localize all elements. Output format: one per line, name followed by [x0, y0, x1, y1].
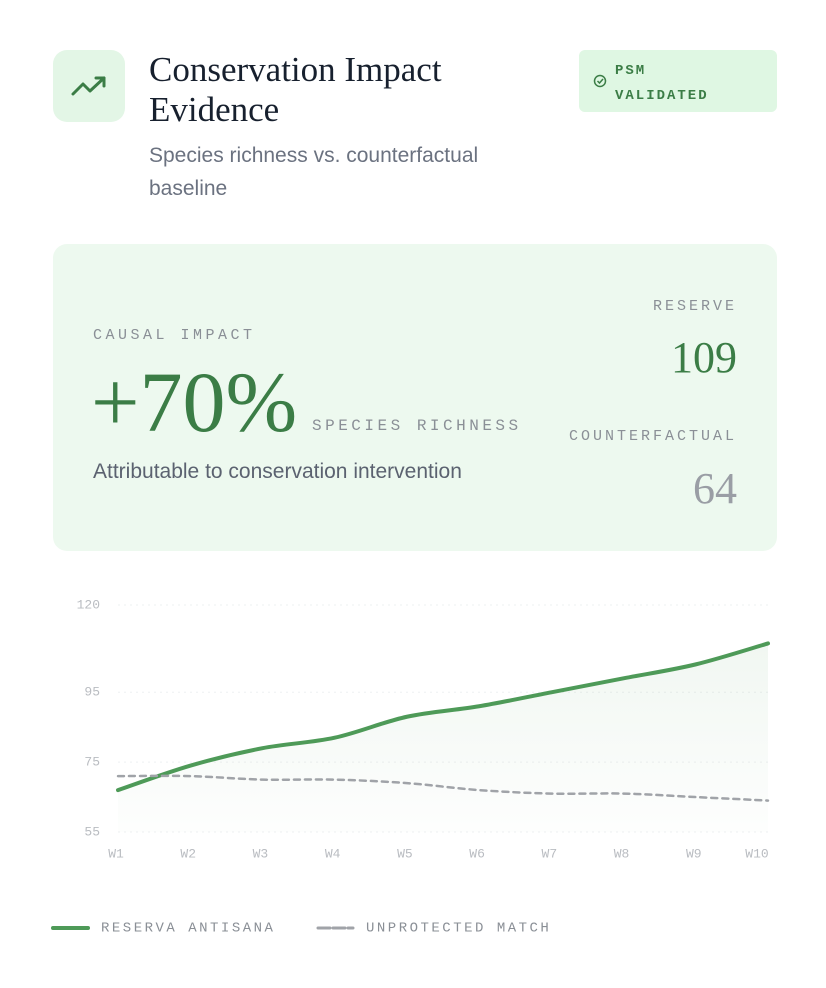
x-tick-label: W3: [253, 846, 269, 861]
x-tick-label: W8: [614, 846, 630, 861]
x-tick-label: W5: [397, 846, 413, 861]
badge: PSM VALIDATED: [579, 50, 777, 112]
x-tick-label: W4: [325, 846, 341, 861]
title: Conservation Impact Evidence: [149, 50, 442, 129]
counterfactual-label: COUNTERFACTUAL: [568, 428, 737, 445]
reserve-value: 109: [671, 333, 737, 382]
reserve-label: RESERVE: [652, 298, 737, 315]
y-tick-label: 55: [84, 824, 100, 839]
x-tick-label: W1: [108, 846, 124, 861]
y-tick-label: 95: [84, 685, 100, 700]
impact-note: Attributable to conservation interventio…: [93, 460, 462, 483]
series-line: [116, 774, 770, 802]
x-tick-label: W10: [745, 846, 768, 861]
check-icon: [593, 74, 607, 88]
area: [118, 643, 768, 832]
series-line: [116, 641, 770, 793]
impact-unit: SPECIES RICHNESS: [312, 417, 522, 435]
impact-label: CAUSAL IMPACT: [93, 327, 256, 344]
x-tick-label: W6: [469, 846, 485, 861]
x-tick-label: W2: [180, 846, 196, 861]
x-tick-label: W7: [542, 846, 558, 861]
x-tick-label: W9: [686, 846, 702, 861]
subtitle: Species richness vs. counterfactual base…: [149, 144, 479, 200]
legend-label: RESERVA ANTISANA: [101, 921, 275, 937]
y-tick-label: 120: [77, 597, 100, 612]
counterfactual-value: 64: [693, 464, 737, 513]
chart: 55 75 95 120 W1 W2 W3 W4 W5 W6 W7 W8 W9 W10 RESERVA AN…: [51, 597, 770, 937]
trend-glyph: [71, 76, 106, 96]
legend-label: UNPROTECTED MATCH: [366, 921, 551, 937]
trend-icon: [53, 50, 125, 122]
badge-text: PSM VALIDATED: [615, 63, 709, 104]
impact-value: +70%: [91, 354, 298, 450]
y-tick-label: 75: [84, 755, 100, 770]
impact-panel: CAUSAL IMPACT +70% SPECIES RICHNESS Attr…: [53, 244, 777, 551]
